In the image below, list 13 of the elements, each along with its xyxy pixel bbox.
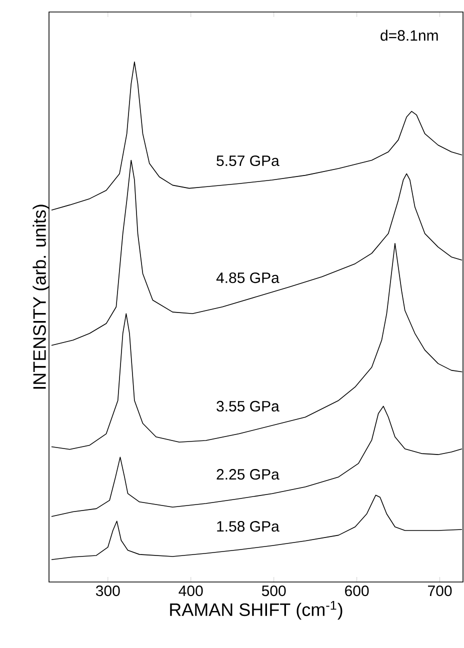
series-label: 5.57 GPa (216, 155, 280, 166)
series-label: 4.85 GPa (216, 272, 280, 284)
y-axis-title: INTENSITY (arb. units) (32, 204, 50, 389)
series-label: 2.25 GPa (216, 469, 280, 480)
x-axis-title: RAMAN SHIFT (cm$^{-1}$) (170, 600, 342, 620)
text: d=8.1nm (380, 30, 438, 41)
x-tick-label: 500 (262, 586, 286, 596)
series-label: 1.58 GPa (217, 521, 280, 532)
series-label: 3.55 GPa (216, 400, 280, 412)
x-tick-label: 300 (96, 586, 120, 596)
x-tick-label: 400 (178, 586, 203, 596)
x-tick-label: 600 (345, 586, 369, 596)
x-tick-label: 700 (428, 586, 452, 596)
